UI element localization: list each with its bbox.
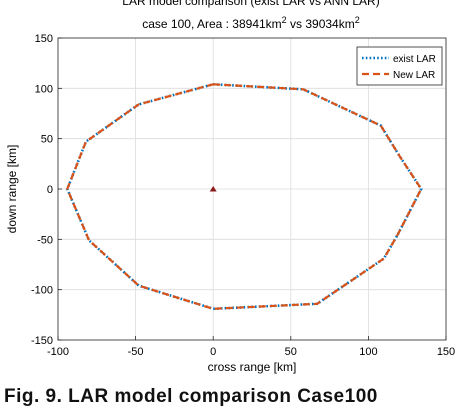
x-tick-label: 0 bbox=[210, 346, 216, 358]
x-axis-label: cross range [km] bbox=[208, 360, 297, 374]
legend-label-2: New LAR bbox=[393, 70, 435, 81]
x-tick-label: -50 bbox=[128, 346, 144, 358]
subtitle-middle: vs 39034km bbox=[287, 17, 355, 31]
chart-title: LAR model comparison (exist LAR vs ANN L… bbox=[122, 0, 379, 8]
subtitle-sup-2: 2 bbox=[355, 15, 360, 25]
x-tick-label: -100 bbox=[47, 346, 69, 358]
series-layer bbox=[66, 83, 423, 311]
legend-label-1: exist LAR bbox=[393, 54, 436, 65]
subtitle-prefix: case 100, Area : 38941km bbox=[142, 17, 281, 31]
x-tick-label: 100 bbox=[359, 346, 377, 358]
origin-marker bbox=[209, 186, 217, 192]
y-tick-label: 0 bbox=[47, 184, 53, 196]
y-tick-label: -100 bbox=[31, 285, 53, 297]
y-tick-label: 50 bbox=[41, 134, 53, 146]
y-tick-label: -150 bbox=[31, 335, 53, 347]
y-tick-label: -50 bbox=[37, 234, 53, 246]
x-tick-label: 50 bbox=[285, 346, 297, 358]
legend-box bbox=[356, 46, 443, 86]
x-tick-label: 150 bbox=[437, 346, 455, 358]
chart: LAR model comparison (exist LAR vs ANN L… bbox=[5, 0, 455, 374]
y-tick-label: 100 bbox=[35, 83, 53, 95]
subtitle-sup-1: 2 bbox=[282, 15, 287, 25]
legend: exist LAR New LAR bbox=[356, 46, 443, 86]
y-axis-label: down range [km] bbox=[5, 145, 19, 234]
figure-caption: Fig. 9. LAR model comparison Case100 bbox=[4, 386, 378, 407]
chart-subtitle: case 100, Area : 38941km2 vs 39034km2 bbox=[142, 15, 360, 31]
series-line-2 bbox=[66, 83, 423, 310]
y-tick-label: 150 bbox=[35, 33, 53, 45]
